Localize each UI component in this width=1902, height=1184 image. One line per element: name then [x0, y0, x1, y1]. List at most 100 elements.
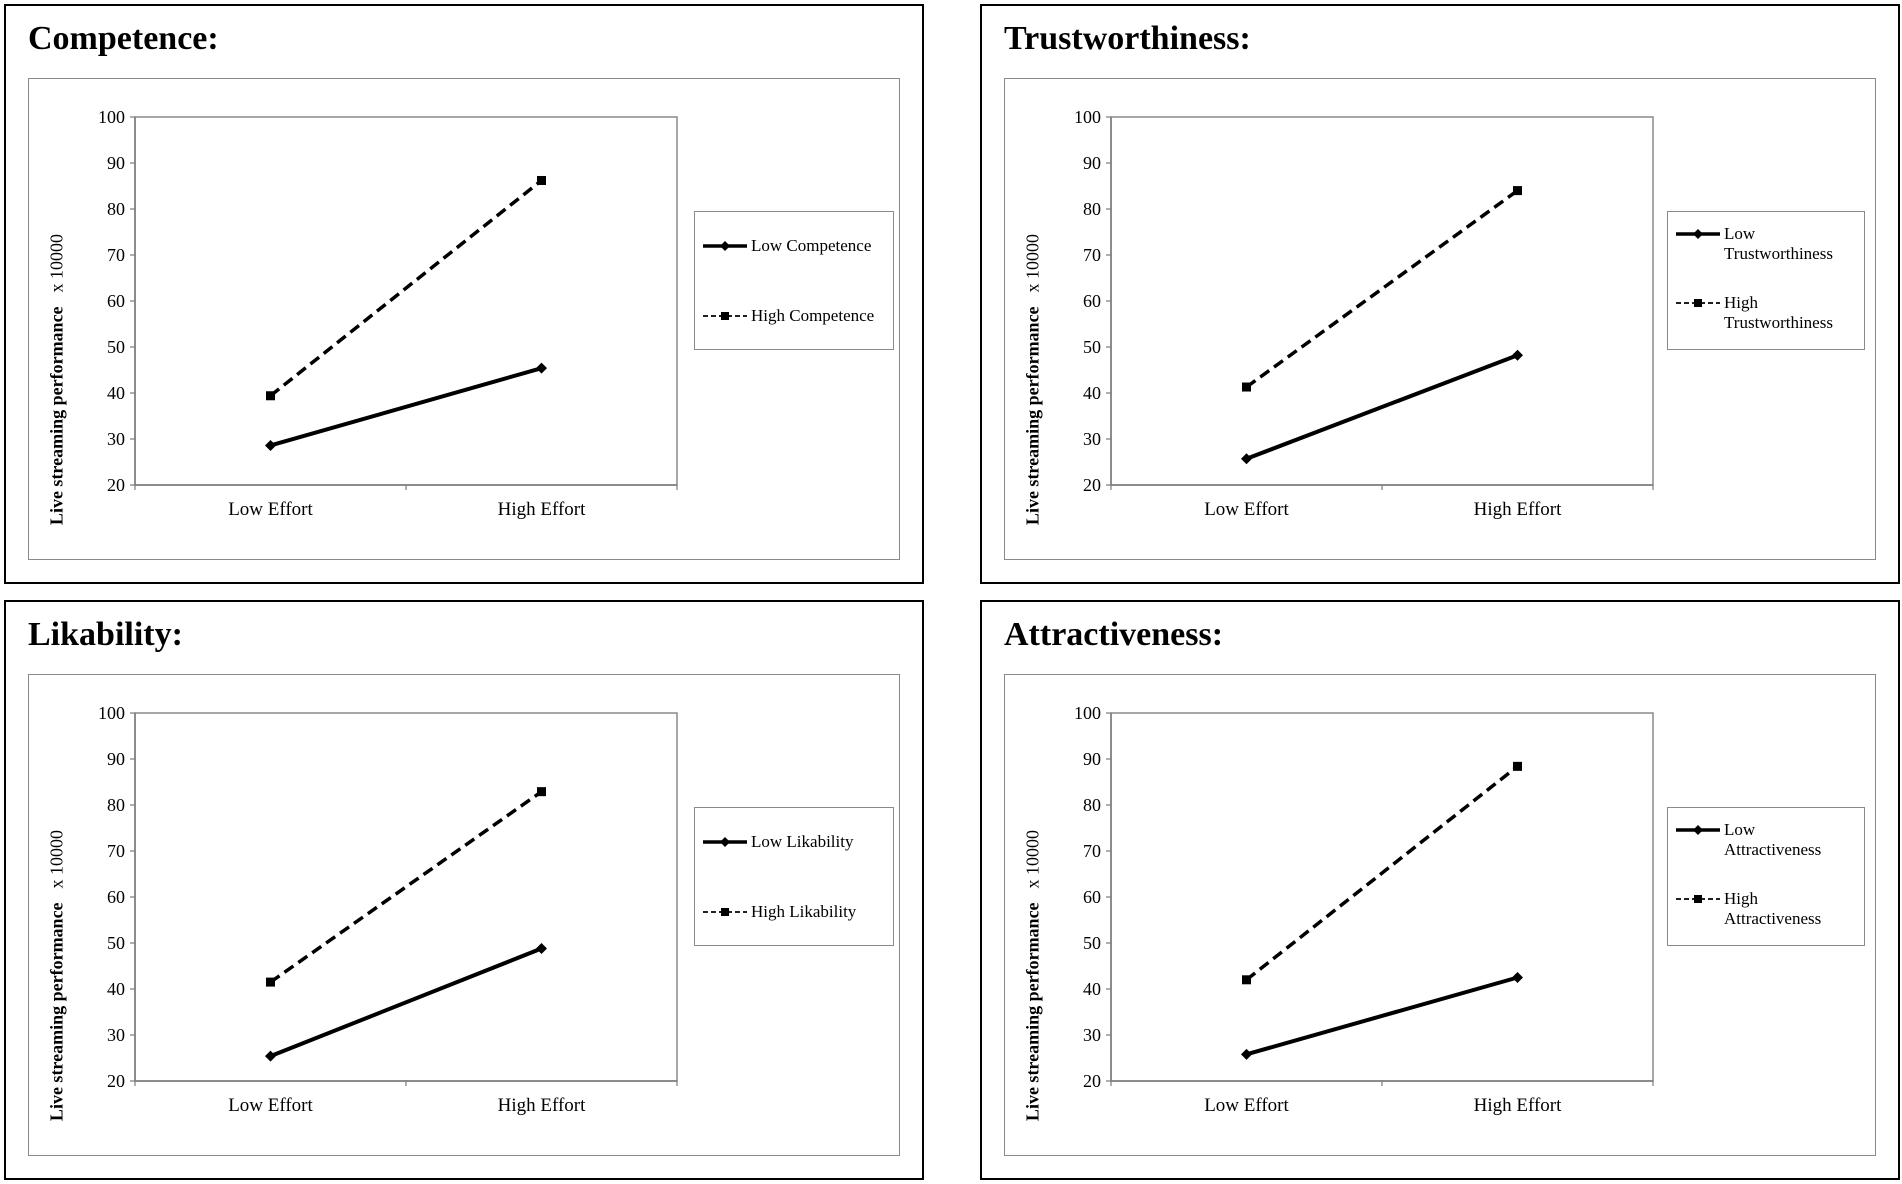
x-tick-label: High Effort: [498, 1095, 586, 1116]
plot-area: [134, 712, 678, 1082]
y-tick-label: 100: [98, 703, 125, 723]
legend-swatch-dashed-square: [1676, 299, 1720, 307]
y-tick-label: 20: [1083, 475, 1101, 495]
y-tick-label: 70: [107, 245, 125, 265]
y-axis-label: Live streaming performance x 10000: [1023, 200, 1044, 560]
legend-entry-high-trustworthiness: High Trustworthiness: [1674, 293, 1854, 333]
y-tick-label: 80: [1083, 795, 1101, 815]
legend-swatch-solid-diamond: [703, 837, 747, 847]
data-point-square: [266, 977, 275, 987]
data-point-diamond: [536, 943, 547, 955]
series-line-low: [1245, 975, 1519, 1057]
chart-panel-trustworthiness: Trustworthiness: 20 30 40 50 60 70 80 90 100 Low …: [980, 4, 1900, 584]
y-tick-label: 60: [1083, 291, 1101, 311]
y-axis-label: Live streaming performance x 10000: [1023, 796, 1044, 1156]
y-tick-label: 90: [1083, 749, 1101, 769]
y-tick-label: 50: [1083, 337, 1101, 357]
y-tick-label: 90: [1083, 153, 1101, 173]
data-point-diamond: [1241, 1048, 1252, 1060]
y-tick-label: 20: [107, 1071, 125, 1091]
series-line-high: [269, 179, 543, 398]
plot-area: [1110, 116, 1654, 486]
chart-title: Likability:: [28, 616, 183, 653]
data-point-diamond: [265, 1050, 276, 1062]
legend-swatch-solid-diamond: [703, 241, 747, 251]
y-tick-label: 90: [107, 153, 125, 173]
line-chart: 20 30 40 50 60 70 80 90 100 Low Effort High Effort: [1074, 107, 1654, 520]
legend-label: High Likability: [751, 902, 857, 921]
y-tick-label: 50: [107, 337, 125, 357]
x-tick-label: Low Effort: [1204, 1095, 1289, 1116]
data-point-diamond: [1512, 349, 1523, 361]
data-point-square: [266, 391, 275, 401]
y-tick-label: 50: [107, 933, 125, 953]
plot-frame: 20 30 40 50 60 70 80 90 100 Low Effort High Effort…: [1004, 78, 1876, 560]
legend-swatch-dashed-square: [703, 312, 747, 320]
y-axis-label: Live streaming performance x 10000: [47, 200, 68, 560]
legend-entry-high-competence: High Competence: [701, 306, 874, 326]
y-axis-unit: x 10000: [1022, 233, 1043, 293]
y-tick-label: 60: [107, 887, 125, 907]
y-tick-label: 30: [107, 1025, 125, 1045]
y-tick-label: 40: [1083, 979, 1101, 999]
line-chart: 20 30 40 50 60 70 80 90 100 Low Effort High Effort: [1074, 703, 1654, 1116]
data-point-diamond: [1512, 972, 1523, 983]
y-axis-title: Live streaming performance: [1022, 306, 1043, 526]
legend-swatch-solid-diamond: [1676, 229, 1720, 239]
series-line-low: [269, 366, 543, 448]
y-tick-label: 100: [1074, 703, 1101, 723]
plot-area: [1110, 712, 1654, 1082]
legend-label: Low Trustworthiness: [1724, 224, 1833, 263]
chart-panel-likability: Likability: 20 30 40 50 60 70 80 90 100 Low Effor…: [4, 600, 924, 1180]
legend-entry-high-likability: High Likability: [701, 902, 856, 922]
y-axis-unit: x 10000: [1022, 829, 1043, 889]
y-axis-label: Live streaming performance x 10000: [47, 796, 68, 1156]
y-axis-title: Live streaming performance: [46, 306, 67, 526]
data-point-square: [1513, 761, 1522, 771]
series-line-high: [1245, 764, 1519, 982]
y-tick-label: 40: [107, 383, 125, 403]
plot-frame: 20 30 40 50 60 70 80 90 100 Low Effort High Effort…: [28, 674, 900, 1156]
x-tick-label: High Effort: [1474, 499, 1562, 520]
series-line-high: [1245, 189, 1519, 389]
y-tick-label: 80: [107, 199, 125, 219]
plot-frame: 20 30 40 50 60 70 80 90 100 Low Effort High Effort…: [1004, 674, 1876, 1156]
data-point-diamond: [1241, 453, 1252, 465]
legend-label: Low Attractiveness: [1724, 820, 1822, 859]
legend-entry-high-attractiveness: High Attractiveness: [1674, 889, 1854, 929]
chart-title: Attractiveness:: [1004, 616, 1224, 653]
y-axis-title: Live streaming performance: [1022, 902, 1043, 1122]
plot-area: [134, 116, 678, 486]
y-tick-label: 40: [107, 979, 125, 999]
data-point-square: [1513, 186, 1522, 196]
legend-label: Low Competence: [751, 236, 872, 255]
y-axis-unit: x 10000: [46, 829, 67, 889]
y-tick-label: 80: [1083, 199, 1101, 219]
x-tick-label: High Effort: [1474, 1095, 1562, 1116]
y-tick-label: 20: [1083, 1071, 1101, 1091]
series-line-high: [269, 790, 543, 984]
y-tick-label: 60: [107, 291, 125, 311]
x-tick-label: Low Effort: [228, 499, 313, 520]
y-tick-label: 50: [1083, 933, 1101, 953]
y-tick-label: 70: [1083, 245, 1101, 265]
series-line-low: [269, 946, 543, 1059]
y-tick-label: 30: [1083, 429, 1101, 449]
chart-panel-competence: Competence: 20 30 40 50 60 70 80 90 100 Low Effor…: [4, 4, 924, 584]
y-tick-label: 60: [1083, 887, 1101, 907]
y-tick-label: 100: [98, 107, 125, 127]
legend-label: Low Likability: [751, 832, 854, 851]
legend-label: High Trustworthiness: [1724, 293, 1833, 332]
data-point-square: [537, 175, 546, 185]
legend-entry-low-likability: Low Likability: [701, 832, 853, 852]
y-tick-label: 40: [1083, 383, 1101, 403]
y-tick-label: 30: [107, 429, 125, 449]
legend-entry-low-competence: Low Competence: [701, 236, 871, 256]
data-point-diamond: [265, 439, 276, 451]
x-tick-label: High Effort: [498, 499, 586, 520]
data-point-square: [537, 787, 546, 797]
legend-swatch-solid-diamond: [1676, 825, 1720, 835]
y-axis-title: Live streaming performance: [46, 902, 67, 1122]
legend: Low Competence High Competence: [694, 211, 894, 350]
line-chart: 20 30 40 50 60 70 80 90 100 Low Effort High Effort: [98, 703, 678, 1116]
